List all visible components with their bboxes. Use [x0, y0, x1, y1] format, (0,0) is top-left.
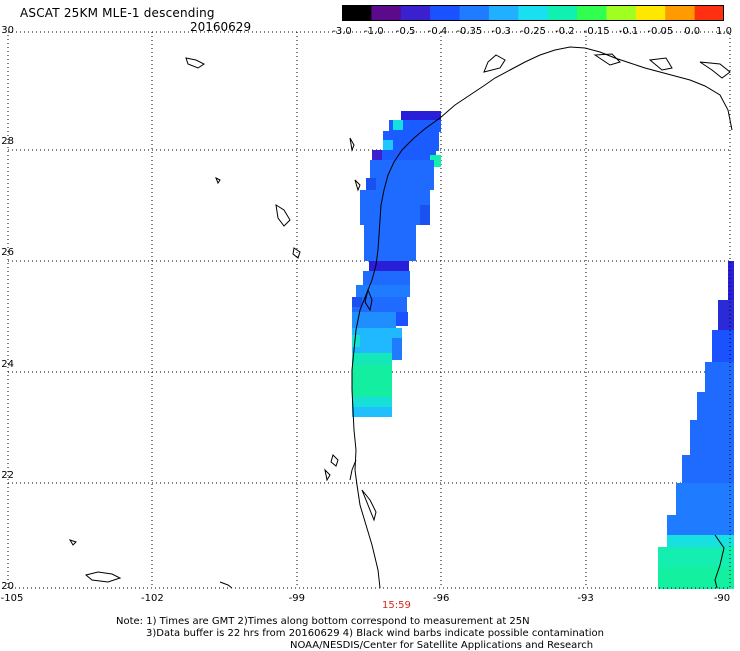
latitude-tick-label: 28 [1, 136, 14, 148]
colorbar-segment [371, 5, 402, 21]
colorbar-segment [342, 5, 372, 21]
latitude-tick-label: 30 [1, 25, 14, 36]
colorbar-tick-label: -0.2 [555, 26, 575, 37]
longitude-tick-label: -93 [577, 593, 594, 604]
longitude-tick-label: -102 [141, 593, 164, 604]
colorbar-tick-label: -0.35 [456, 26, 483, 37]
product-title: ASCAT 25KM MLE-1 descending [20, 6, 215, 20]
scatterometer-swath-texas [352, 111, 441, 417]
colorbar-tick-label: -3.0 [332, 26, 352, 37]
note-line-1: Note: 1) Times are GMT 2)Times along bot… [116, 616, 530, 627]
product-date: 20160629 [190, 20, 252, 34]
colorbar-segment [665, 5, 696, 21]
note-line-2: 3)Data buffer is 22 hrs from 20160629 4)… [146, 628, 604, 639]
colorbar-tick-label: -0.3 [491, 26, 511, 37]
colorbar-tick-label: -0.5 [395, 26, 416, 37]
colorbar-tick-label: -0.25 [520, 26, 546, 37]
note-line-3: NOAA/NESDIS/Center for Satellite Applica… [290, 640, 594, 651]
colorbar-segment [459, 5, 490, 21]
colorbar-segment [694, 5, 724, 21]
colorbar-tick-label: -0.4 [427, 26, 448, 37]
colorbar-segment [430, 5, 461, 21]
latitude-tick-label: 20 [1, 581, 14, 592]
colorbar-segment [635, 5, 666, 21]
colorbar-tick-label: -0.05 [647, 26, 674, 37]
colorbar-segment [488, 5, 519, 21]
colorbar [342, 5, 724, 21]
latitude-tick-label: 22 [1, 469, 14, 481]
latitude-tick-label: 26 [1, 247, 14, 259]
colorbar-tick-label: 1.0 [716, 26, 732, 37]
colorbar-tick-label: -1.0 [364, 26, 384, 37]
time-label: 15:59 [382, 600, 411, 611]
scatterometer-swath-gulf [658, 261, 734, 589]
colorbar-segment [400, 5, 431, 21]
colorbar-tick-label: 0.0 [684, 26, 701, 37]
map-border [7, 31, 731, 589]
colorbar-segment [518, 5, 549, 21]
colorbar-segment [547, 5, 578, 21]
colorbar-tick-label: -0.1 [618, 26, 639, 37]
longitude-tick-label: -105 [0, 593, 24, 604]
colorbar-segment [606, 5, 637, 21]
coastline [68, 46, 733, 589]
latitude-tick-label: 24 [1, 358, 14, 370]
longitude-tick-label: -99 [288, 593, 305, 604]
longitude-tick-label: -96 [433, 593, 450, 604]
colorbar-segment [577, 5, 607, 21]
colorbar-tick-label: -0.15 [583, 26, 610, 37]
longitude-tick-label: -90 [713, 593, 731, 604]
